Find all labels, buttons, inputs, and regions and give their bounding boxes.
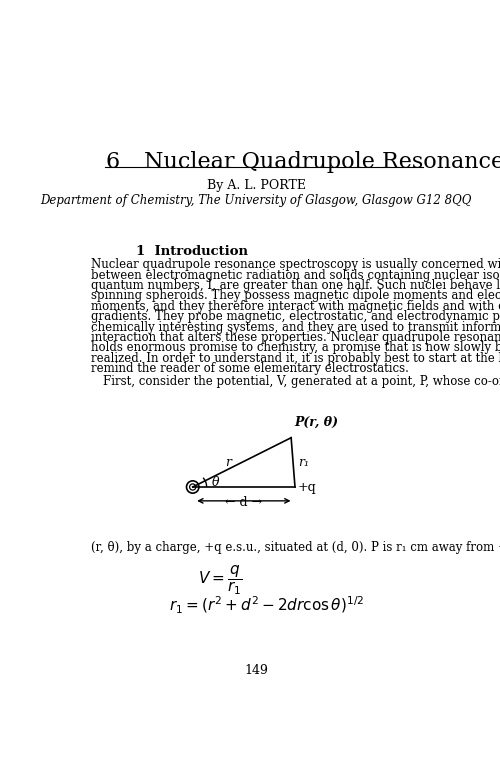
Text: Nuclear quadrupole resonance spectroscopy is usually concerned with interactions: Nuclear quadrupole resonance spectroscop… xyxy=(91,258,500,271)
Text: 1  Introduction: 1 Introduction xyxy=(136,245,248,258)
Text: First, consider the potential, V, generated at a point, P, whose co-ordinates ar: First, consider the potential, V, genera… xyxy=(103,375,500,388)
Text: r: r xyxy=(225,456,231,469)
Text: moments, and they therefore interact with magnetic fields and with electric fiel: moments, and they therefore interact wit… xyxy=(91,300,500,313)
Text: By A. L. PORTE: By A. L. PORTE xyxy=(207,179,306,192)
Text: P(r, θ): P(r, θ) xyxy=(294,415,338,428)
Text: 149: 149 xyxy=(244,664,268,677)
Text: Department of Chemistry, The University of Glasgow, Glasgow G12 8QQ: Department of Chemistry, The University … xyxy=(40,194,472,207)
Text: quantum numbers, I, are greater than one half. Such nuclei behave like charged: quantum numbers, I, are greater than one… xyxy=(91,279,500,292)
Text: $V = \dfrac{q}{r_1}$: $V = \dfrac{q}{r_1}$ xyxy=(198,564,243,598)
Text: chemically interesting systems, and they are used to transmit information about : chemically interesting systems, and they… xyxy=(91,321,500,334)
Text: ← d →: ← d → xyxy=(226,496,262,509)
Text: (r, θ), by a charge, +q e.s.u., situated at (d, 0). P is r₁ cm away from +q.: (r, θ), by a charge, +q e.s.u., situated… xyxy=(91,541,500,554)
Text: +q: +q xyxy=(298,481,317,493)
Text: $r_1 = (r^2 + d^2 - 2dr\cos\theta)^{1/2}$: $r_1 = (r^2 + d^2 - 2dr\cos\theta)^{1/2}… xyxy=(170,594,364,616)
Text: interaction that alters these properties. Nuclear quadrupole resonance spectrosc: interaction that alters these properties… xyxy=(91,331,500,344)
Text: r₁: r₁ xyxy=(298,456,310,469)
Text: Nuclear Quadrupole Resonance Spectroscopy: Nuclear Quadrupole Resonance Spectroscop… xyxy=(144,151,500,172)
Text: spinning spheroids. They possess magnetic dipole moments and electric quadrupole: spinning spheroids. They possess magneti… xyxy=(91,290,500,302)
Text: between electromagnetic radiation and solids containing nuclear isotopes whose s: between electromagnetic radiation and so… xyxy=(91,269,500,281)
Text: 6: 6 xyxy=(105,151,120,172)
Text: holds enormous promise to chemistry, a promise that is now slowly but surely bei: holds enormous promise to chemistry, a p… xyxy=(91,342,500,355)
Text: gradients. They probe magnetic, electrostatic, and electrodynamic properties of: gradients. They probe magnetic, electros… xyxy=(91,310,500,323)
Text: remind the reader of some elementary electrostatics.: remind the reader of some elementary ele… xyxy=(91,363,409,375)
Text: θ: θ xyxy=(212,476,219,489)
Text: realized. In order to understand it, it is probably best to start at the beginni: realized. In order to understand it, it … xyxy=(91,352,500,365)
